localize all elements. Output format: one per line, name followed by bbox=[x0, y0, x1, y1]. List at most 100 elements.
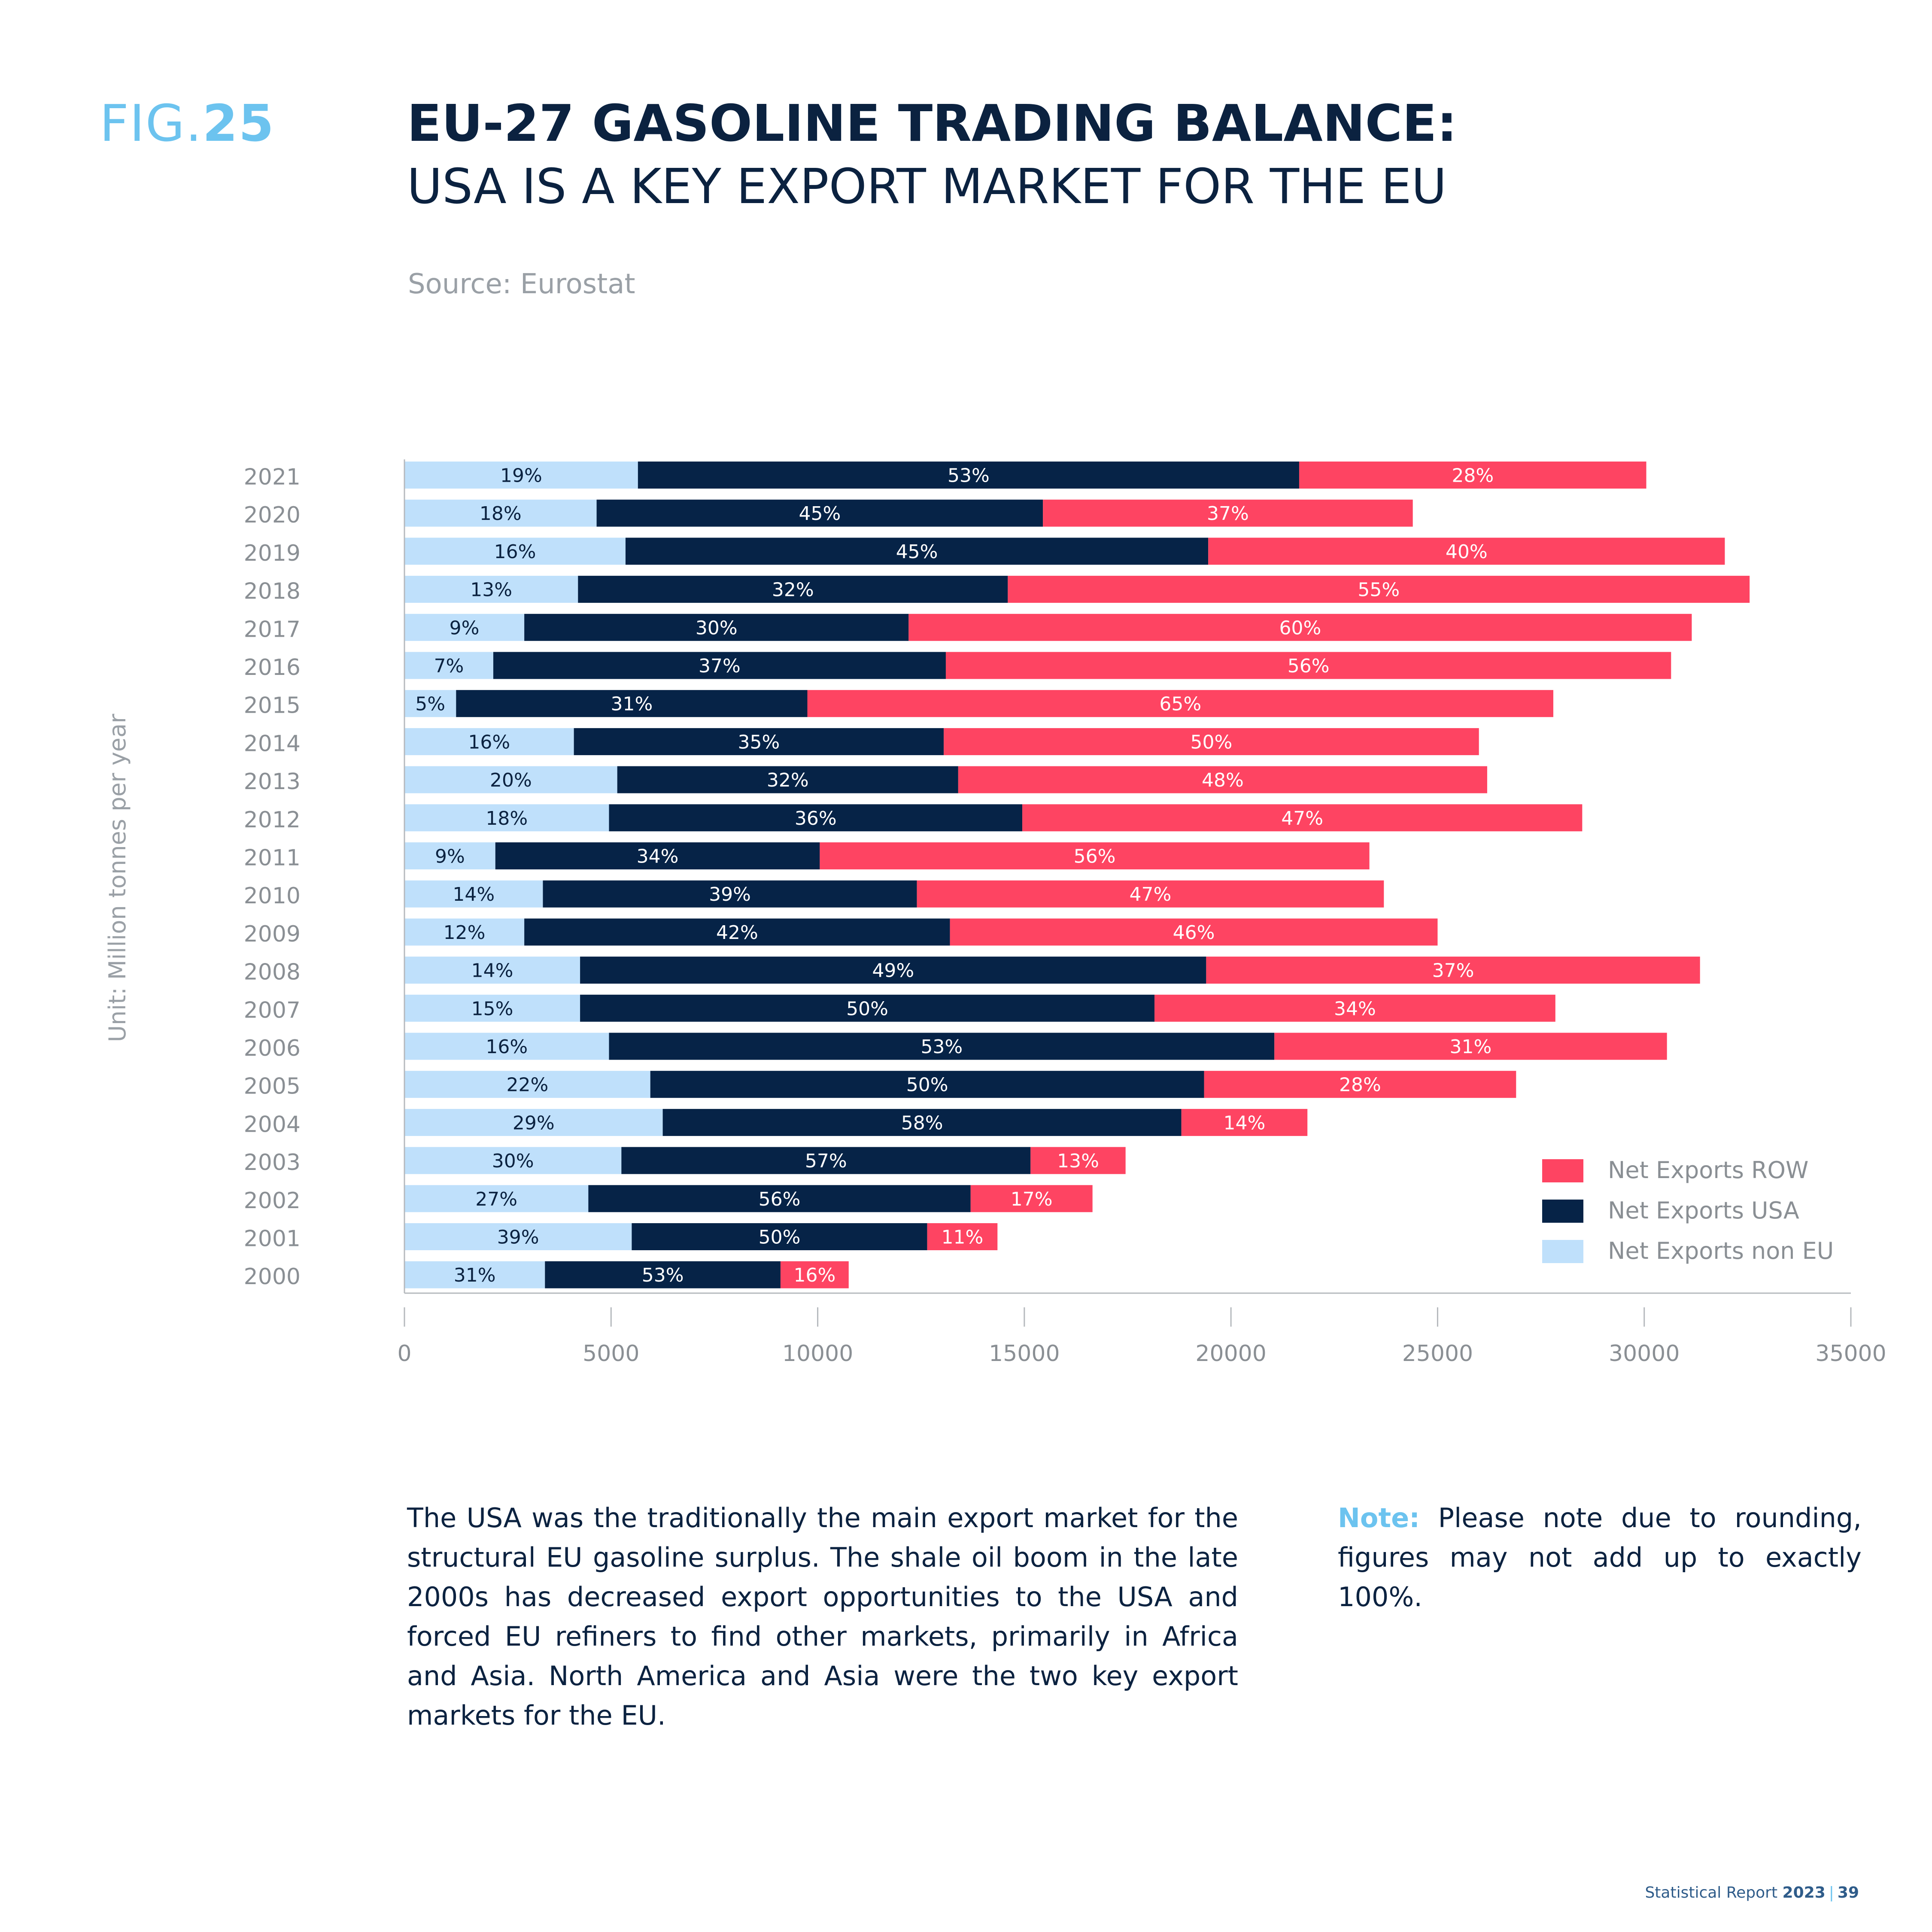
stacked-bar-chart: 2021 19% 53% 28% 2020 18% 45% 37% 2019 16% 45% 40% 2… bbox=[104, 459, 1886, 1367]
data-label: 53% bbox=[920, 1036, 963, 1058]
bar-segment bbox=[780, 1261, 849, 1288]
y-tick-label: 2014 bbox=[244, 731, 301, 756]
y-tick-label: 2013 bbox=[244, 769, 301, 795]
y-tick-label: 2002 bbox=[244, 1188, 301, 1214]
data-label: 65% bbox=[1159, 693, 1201, 715]
bar-segment bbox=[404, 690, 456, 717]
bar-segment bbox=[580, 994, 1155, 1022]
bar-segment bbox=[820, 842, 1370, 869]
chart-container: 2021 19% 53% 28% 2020 18% 45% 37% 2019 16% 45% 40% 2… bbox=[104, 459, 1886, 1367]
y-axis-label: Unit: Million tonnes per year bbox=[104, 714, 131, 1042]
data-label: 53% bbox=[642, 1264, 684, 1286]
bar-segment bbox=[950, 918, 1438, 946]
data-label: 13% bbox=[470, 579, 512, 601]
y-tick-label: 2012 bbox=[244, 807, 301, 833]
bar-segment bbox=[404, 880, 543, 908]
data-label: 34% bbox=[1334, 998, 1376, 1020]
x-tick-label: 35000 bbox=[1815, 1341, 1886, 1367]
bar-segment bbox=[580, 957, 1206, 984]
bar-segment bbox=[404, 1071, 650, 1098]
bar-segment bbox=[588, 1185, 971, 1212]
bar-segment bbox=[404, 994, 580, 1022]
bar-segment bbox=[404, 1147, 622, 1174]
y-tick-label: 2019 bbox=[244, 541, 301, 566]
bar-segment bbox=[908, 614, 1692, 641]
legend-label: Net Exports USA bbox=[1608, 1197, 1799, 1224]
chart-subtitle: USA IS A KEY EXPORT MARKET FOR THE EU bbox=[407, 159, 1447, 215]
data-label: 50% bbox=[906, 1074, 948, 1096]
data-label: 50% bbox=[1191, 731, 1233, 753]
bar-segment bbox=[578, 576, 1008, 603]
bar-segment bbox=[927, 1223, 998, 1250]
note-text: Please note due to rounding, figures may… bbox=[1338, 1502, 1862, 1613]
bar-segment bbox=[404, 499, 597, 527]
bar-segment bbox=[945, 652, 1671, 679]
bar-segment bbox=[596, 499, 1043, 527]
y-tick-label: 2007 bbox=[244, 997, 301, 1023]
data-label: 30% bbox=[696, 617, 738, 639]
data-label: 14% bbox=[453, 884, 495, 905]
bar-segment bbox=[404, 957, 580, 984]
bar-segment bbox=[807, 690, 1553, 717]
bar-segment bbox=[404, 1109, 663, 1136]
bar-segment bbox=[621, 1147, 1031, 1174]
data-label: 57% bbox=[805, 1150, 847, 1172]
x-tick-label: 20000 bbox=[1195, 1341, 1266, 1367]
legend-label: Net Exports non EU bbox=[1608, 1237, 1834, 1264]
bar-segment bbox=[404, 728, 574, 755]
data-label: 15% bbox=[471, 998, 513, 1020]
data-label: 17% bbox=[1011, 1188, 1053, 1210]
data-label: 56% bbox=[759, 1188, 801, 1210]
legend-swatch bbox=[1542, 1200, 1583, 1223]
data-label: 58% bbox=[901, 1112, 943, 1134]
data-label: 12% bbox=[444, 922, 486, 944]
footer-separator: | bbox=[1829, 1884, 1834, 1902]
data-label: 35% bbox=[738, 731, 780, 753]
data-label: 20% bbox=[490, 769, 532, 791]
bar-segment bbox=[1154, 994, 1555, 1022]
bar-segment bbox=[1022, 804, 1583, 832]
data-label: 16% bbox=[486, 1036, 528, 1058]
data-label: 28% bbox=[1339, 1074, 1381, 1096]
data-label: 45% bbox=[896, 541, 938, 563]
bar-segment bbox=[574, 728, 944, 755]
bar-segment bbox=[609, 804, 1023, 832]
bar-segment bbox=[1043, 499, 1413, 527]
data-label: 34% bbox=[637, 846, 679, 868]
data-label: 56% bbox=[1288, 655, 1330, 677]
footer-year: 2023 bbox=[1782, 1884, 1826, 1902]
data-label: 37% bbox=[699, 655, 741, 677]
bar-segment bbox=[524, 918, 950, 946]
data-label: 13% bbox=[1057, 1150, 1099, 1172]
bar-segment bbox=[404, 842, 495, 869]
data-label: 14% bbox=[1224, 1112, 1266, 1134]
data-label: 30% bbox=[492, 1150, 534, 1172]
data-label: 16% bbox=[494, 541, 536, 563]
data-label: 45% bbox=[799, 503, 841, 525]
bar-segment bbox=[495, 842, 820, 869]
bar-segment bbox=[1274, 1033, 1667, 1060]
data-label: 19% bbox=[500, 465, 542, 487]
y-tick-label: 2004 bbox=[244, 1112, 301, 1137]
data-label: 9% bbox=[435, 846, 465, 868]
bar-segment bbox=[1181, 1109, 1308, 1136]
data-label: 18% bbox=[486, 808, 528, 829]
bar-segment bbox=[404, 804, 609, 832]
data-label: 49% bbox=[872, 960, 914, 982]
data-label: 31% bbox=[611, 693, 653, 715]
bar-segment bbox=[1206, 957, 1700, 984]
bar-segment bbox=[404, 1223, 632, 1250]
note-paragraph: Note: Please note due to rounding, figur… bbox=[1338, 1498, 1862, 1617]
y-tick-label: 2010 bbox=[244, 883, 301, 909]
data-label: 48% bbox=[1202, 769, 1244, 791]
y-tick-label: 2000 bbox=[244, 1264, 301, 1290]
bar-segment bbox=[917, 880, 1384, 908]
y-tick-label: 2001 bbox=[244, 1226, 301, 1252]
data-label: 11% bbox=[942, 1227, 984, 1249]
bar-segment bbox=[404, 1033, 609, 1060]
y-tick-label: 2021 bbox=[244, 465, 301, 490]
bar-segment bbox=[609, 1033, 1275, 1060]
data-label: 9% bbox=[450, 617, 480, 639]
bar-segment bbox=[944, 728, 1479, 755]
bar-segment bbox=[638, 462, 1299, 489]
